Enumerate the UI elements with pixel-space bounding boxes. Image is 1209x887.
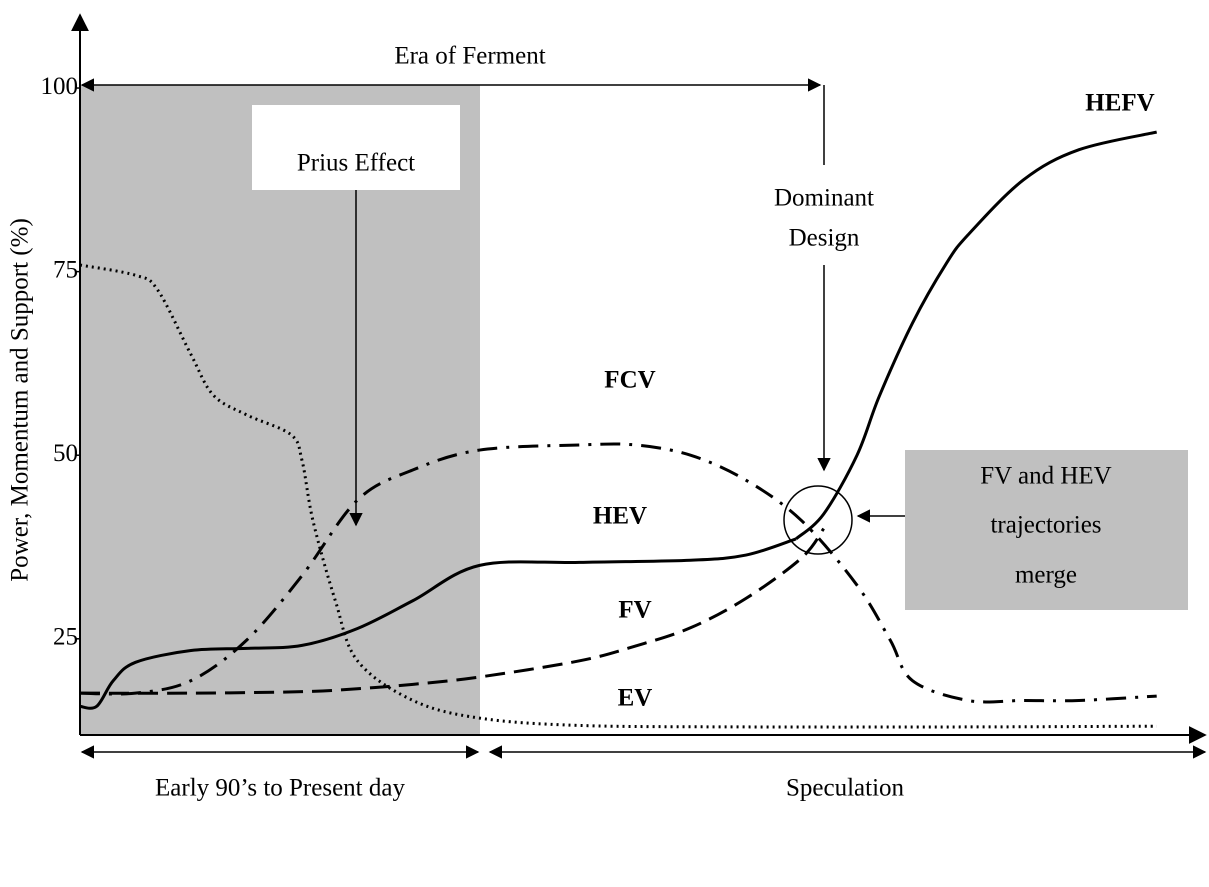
era-label: Era of Ferment — [394, 43, 545, 70]
merge-label: FV and HEV — [980, 463, 1111, 490]
speculation-label: Speculation — [786, 775, 905, 802]
series-label: FCV — [604, 367, 655, 394]
y-axis-label: Power, Momentum and Support (%) — [7, 218, 34, 582]
merge-box — [905, 450, 1188, 610]
series-label: HEV — [593, 503, 647, 530]
merge-label: merge — [1015, 562, 1077, 589]
series-line — [79, 442, 1157, 704]
present-label: Early 90’s to Present day — [155, 775, 405, 802]
series-label: FV — [618, 597, 651, 624]
dominant-label: Design — [789, 225, 860, 252]
merge-label: trajectories — [990, 512, 1101, 539]
present-region — [80, 85, 480, 735]
series-label: HEFV — [1085, 90, 1154, 117]
series-line — [79, 527, 825, 695]
series-line — [794, 130, 1158, 541]
y-tick-label: 100 — [41, 73, 79, 100]
series-line — [79, 537, 797, 710]
prius-box — [252, 105, 460, 190]
series-line — [79, 263, 1157, 729]
dominant-label: Dominant — [774, 185, 874, 212]
y-tick-label: 25 — [53, 624, 78, 651]
y-tick-label: 75 — [53, 256, 78, 283]
merge-circle — [783, 485, 853, 555]
prius-label: Prius Effect — [297, 150, 415, 177]
series-label: EV — [618, 685, 653, 712]
y-tick-label: 50 — [53, 440, 78, 467]
